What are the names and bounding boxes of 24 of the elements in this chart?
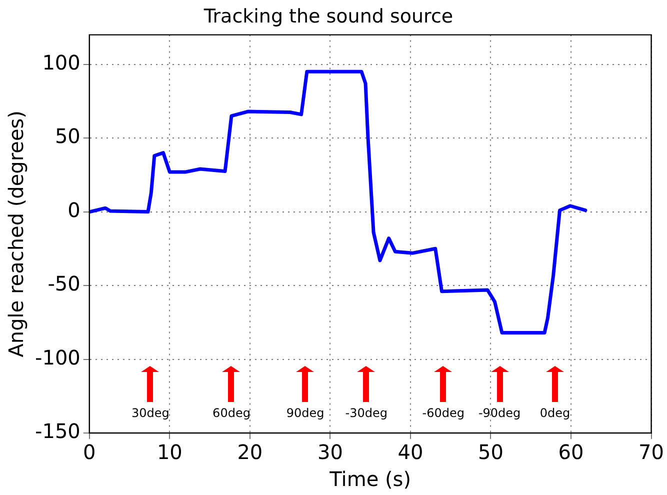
annotation: -30deg xyxy=(345,406,388,420)
annotation: -90deg xyxy=(478,406,521,420)
x-tick-label: 50 xyxy=(478,440,504,464)
y-tick-label: -50 xyxy=(48,272,80,296)
annotation: 0deg xyxy=(540,406,570,420)
annotation: 90deg xyxy=(286,406,324,420)
annotation: 60deg xyxy=(212,406,250,420)
x-tick-label: 40 xyxy=(398,440,424,464)
x-axis-title: Time (s) xyxy=(328,467,411,492)
y-tick-label: 50 xyxy=(54,124,80,148)
y-tick-label: 100 xyxy=(42,50,80,74)
x-tick-label: 30 xyxy=(317,440,343,464)
x-tick-label: 60 xyxy=(558,440,584,464)
y-axis-title: Angle reached (degrees) xyxy=(4,110,28,358)
x-tick-label: 10 xyxy=(156,440,182,464)
y-tick-label: 0 xyxy=(68,198,80,222)
x-tick-label: 20 xyxy=(237,440,263,464)
x-tick-label: 0 xyxy=(83,440,96,464)
y-tick-label: -150 xyxy=(35,419,80,444)
x-tick-label: 70 xyxy=(638,440,664,464)
y-tick-label: -100 xyxy=(35,345,80,370)
annotation: 30deg xyxy=(131,406,170,420)
annotation: -60deg xyxy=(422,406,464,420)
chart-title: Tracking the sound source xyxy=(202,5,454,28)
